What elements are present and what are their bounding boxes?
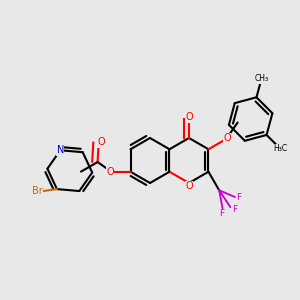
- Text: O: O: [106, 167, 114, 177]
- Text: N: N: [57, 145, 64, 155]
- Text: F: F: [219, 209, 224, 218]
- Text: Br: Br: [32, 186, 43, 196]
- Text: F: F: [232, 205, 237, 214]
- Text: O: O: [97, 137, 105, 147]
- Text: O: O: [185, 112, 193, 122]
- Text: CH₃: CH₃: [254, 74, 268, 83]
- Text: O: O: [185, 181, 193, 191]
- Text: O: O: [223, 133, 231, 143]
- Text: H₃C: H₃C: [273, 144, 287, 153]
- Text: F: F: [236, 193, 242, 202]
